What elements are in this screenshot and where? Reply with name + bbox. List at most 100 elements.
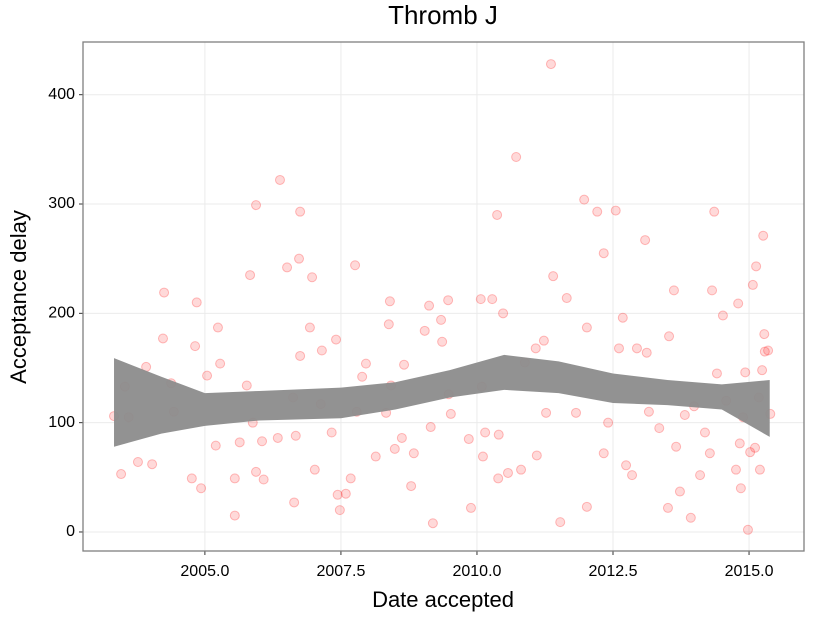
point	[733, 298, 744, 309]
point	[631, 343, 642, 354]
point	[621, 460, 632, 471]
point	[654, 423, 665, 434]
point	[704, 448, 715, 459]
point	[399, 359, 410, 370]
x-tick-label: 2012.5	[589, 563, 638, 580]
point	[396, 432, 407, 443]
point	[132, 457, 143, 468]
point	[709, 206, 720, 217]
point	[679, 410, 690, 421]
point	[502, 467, 513, 478]
point	[610, 205, 621, 216]
point	[581, 322, 592, 333]
point	[408, 448, 419, 459]
point	[745, 447, 756, 458]
point	[643, 406, 654, 417]
y-tick-label: 200	[48, 305, 75, 322]
point	[389, 443, 400, 454]
point	[717, 310, 728, 321]
point	[157, 333, 168, 344]
point	[290, 430, 301, 441]
point	[295, 206, 306, 217]
point	[487, 294, 498, 305]
x-axis-label: Date accepted	[372, 587, 514, 612]
point	[191, 297, 202, 308]
point	[370, 451, 381, 462]
panel-border	[82, 41, 805, 552]
x-tick-label: 2005.0	[180, 563, 229, 580]
point	[763, 345, 774, 356]
point	[498, 308, 509, 319]
point	[331, 334, 342, 345]
point	[555, 517, 566, 528]
point	[383, 319, 394, 330]
y-axis-label: Acceptance delay	[6, 210, 31, 384]
point	[530, 343, 541, 354]
point	[210, 440, 221, 451]
point	[427, 518, 438, 529]
point	[492, 209, 503, 220]
point	[734, 438, 745, 449]
point	[759, 346, 770, 357]
point	[202, 370, 213, 381]
point	[641, 347, 652, 358]
point	[419, 325, 430, 336]
point	[477, 451, 488, 462]
point	[307, 272, 318, 283]
point	[579, 194, 590, 205]
point	[309, 464, 320, 475]
point	[274, 174, 285, 185]
point	[345, 473, 356, 484]
point	[548, 271, 559, 282]
point	[424, 300, 435, 311]
point	[258, 474, 269, 485]
point	[215, 358, 226, 369]
point	[617, 312, 628, 323]
y-tick-label: 0	[66, 523, 75, 540]
point	[340, 488, 351, 499]
point	[190, 341, 201, 352]
point	[272, 432, 283, 443]
x-tick-label: 2010.0	[452, 563, 501, 580]
point	[668, 285, 679, 296]
point	[711, 368, 722, 379]
point	[437, 336, 448, 347]
point	[196, 483, 207, 494]
point	[707, 285, 718, 296]
point	[229, 473, 240, 484]
point	[251, 466, 262, 477]
point	[147, 459, 158, 470]
confidence-band	[114, 354, 770, 447]
point	[493, 429, 504, 440]
point	[241, 380, 252, 391]
point	[740, 367, 751, 378]
point	[295, 350, 306, 361]
point	[685, 512, 696, 523]
point	[463, 434, 474, 445]
point	[758, 230, 769, 241]
point	[229, 510, 240, 521]
point	[613, 343, 624, 354]
point	[750, 442, 761, 453]
point	[640, 235, 651, 246]
point	[332, 489, 343, 500]
x-tick-label: 2007.5	[316, 563, 365, 580]
point	[234, 437, 245, 448]
point	[186, 473, 197, 484]
point	[443, 295, 454, 306]
point	[475, 294, 486, 305]
point	[480, 427, 491, 438]
point	[662, 502, 673, 513]
point	[735, 483, 746, 494]
point	[531, 450, 542, 461]
point	[465, 502, 476, 513]
point	[445, 408, 456, 419]
point	[282, 262, 293, 273]
point	[511, 152, 522, 163]
point	[516, 464, 527, 475]
point	[664, 331, 675, 342]
point	[212, 322, 223, 333]
point	[493, 473, 504, 484]
point	[759, 329, 770, 340]
